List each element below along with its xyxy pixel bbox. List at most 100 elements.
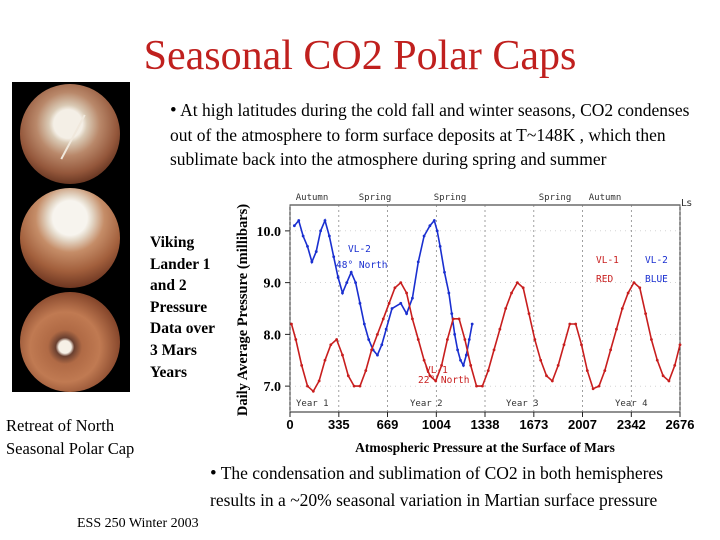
- data-point: [492, 348, 496, 352]
- data-point: [290, 322, 293, 326]
- data-point: [319, 229, 323, 233]
- chart-x-axis-label: Atmospheric Pressure at the Surface of M…: [355, 440, 615, 455]
- x-tick-label: 2342: [617, 417, 646, 432]
- retreat-caption-line: Retreat of North: [6, 416, 115, 435]
- y-tick-label: 7.0: [264, 380, 282, 395]
- data-point: [574, 322, 578, 326]
- data-point: [310, 260, 314, 264]
- data-point: [370, 348, 374, 352]
- data-point: [462, 364, 465, 367]
- chart-annotation: VL-1: [425, 365, 448, 376]
- data-point: [615, 327, 618, 331]
- data-point: [323, 219, 327, 222]
- data-point: [678, 343, 682, 347]
- data-point: [300, 364, 304, 367]
- data-point: [381, 317, 385, 321]
- data-point: [341, 353, 344, 357]
- data-point: [301, 234, 305, 238]
- year-label: Year 3: [506, 399, 539, 409]
- data-point: [450, 312, 454, 316]
- data-point: [498, 327, 502, 331]
- data-point: [346, 374, 350, 378]
- data-point: [443, 270, 446, 274]
- bullet-glyph: •: [210, 463, 217, 484]
- data-point: [327, 234, 331, 238]
- data-point: [453, 332, 457, 336]
- data-point: [380, 343, 384, 347]
- data-point: [428, 224, 432, 228]
- data-point: [521, 286, 525, 290]
- viking-caption: Viking Lander 1 and 2 Pressure Data over…: [150, 232, 215, 383]
- data-point: [504, 307, 508, 310]
- data-point: [387, 301, 391, 305]
- x-tick-label: 1338: [471, 417, 500, 432]
- viking-caption-line: Pressure: [150, 298, 208, 316]
- data-point: [447, 291, 451, 295]
- data-point: [428, 374, 432, 378]
- data-point: [336, 276, 340, 279]
- chart-annotation: BLUE: [645, 274, 668, 285]
- data-point: [463, 338, 467, 341]
- viking-caption-line: Years: [150, 363, 188, 381]
- data-point: [399, 301, 403, 305]
- mars-cap-large-image: [20, 84, 120, 184]
- data-point: [527, 312, 531, 316]
- data-point: [597, 384, 601, 388]
- data-point: [515, 281, 519, 285]
- data-point: [341, 291, 344, 295]
- data-point: [603, 369, 607, 372]
- data-point: [510, 291, 513, 295]
- viking-caption-line: 3 Mars: [150, 341, 197, 359]
- data-point: [638, 286, 642, 290]
- viking-caption-line: and 2: [150, 277, 187, 295]
- data-point: [384, 327, 388, 331]
- viking-caption-line: Viking: [150, 234, 195, 251]
- data-point: [562, 343, 566, 347]
- season-label: Spring: [539, 193, 572, 203]
- bullet-glyph: •: [170, 100, 177, 121]
- data-point: [376, 353, 379, 357]
- data-point: [416, 338, 420, 341]
- season-label: Autumn: [296, 193, 329, 203]
- season-label: Autumn: [589, 193, 622, 203]
- mars-cap-small-image: [20, 292, 120, 392]
- data-point: [323, 358, 327, 362]
- series-line-vl-2: [293, 218, 473, 368]
- data-point: [475, 384, 478, 388]
- data-point: [459, 358, 462, 362]
- data-point: [626, 291, 630, 295]
- data-point: [438, 245, 442, 248]
- footer-course-label: ESS 250 Winter 2003: [77, 516, 199, 531]
- data-point: [376, 332, 379, 336]
- data-point: [556, 364, 560, 367]
- data-point: [655, 358, 659, 362]
- data-point: [364, 369, 368, 372]
- data-point: [533, 338, 537, 341]
- data-point: [620, 307, 624, 310]
- data-point: [306, 384, 309, 388]
- data-point: [349, 270, 353, 274]
- data-point: [390, 307, 394, 310]
- season-label: Spring: [434, 193, 467, 203]
- data-point: [464, 353, 468, 357]
- data-point: [591, 387, 595, 391]
- data-point: [354, 281, 357, 285]
- bullet-co2-condensation: • At high latitudes during the cold fall…: [170, 98, 710, 171]
- y-tick-label: 9.0: [264, 277, 282, 292]
- data-point: [457, 317, 461, 321]
- year-label: Year 2: [410, 399, 443, 409]
- x-tick-label: 0: [286, 417, 293, 432]
- x-tick-label: 2676: [666, 417, 695, 432]
- data-point: [609, 348, 613, 352]
- data-point: [292, 224, 296, 228]
- data-point: [358, 384, 362, 388]
- chart-annotation: VL-1: [596, 255, 619, 266]
- retreat-caption-line: Seasonal Polar Cap: [6, 439, 135, 458]
- season-label: Spring: [359, 193, 392, 203]
- data-point: [329, 343, 333, 347]
- data-point: [306, 245, 309, 248]
- data-point: [632, 281, 636, 285]
- x-tick-label: 2007: [568, 417, 597, 432]
- chart-annotation: 48° North: [336, 260, 387, 271]
- data-point: [667, 379, 671, 383]
